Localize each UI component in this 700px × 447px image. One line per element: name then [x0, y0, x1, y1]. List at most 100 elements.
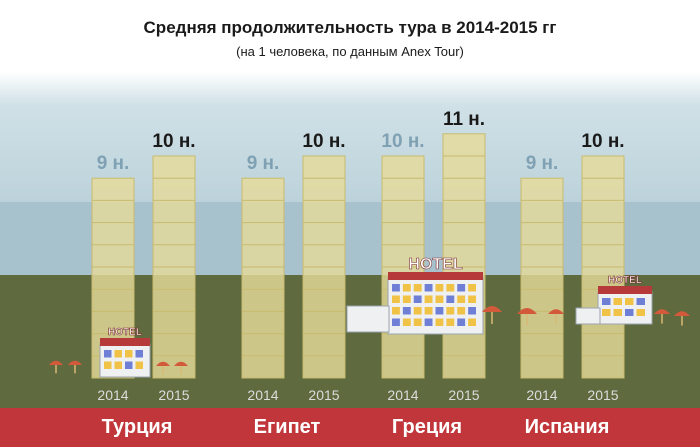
year-label-egypt-2015: 2015: [308, 387, 339, 403]
bar-spain-2014: [520, 177, 564, 379]
umbrella-canopy: [674, 311, 690, 316]
year-label-spain-2015: 2015: [587, 387, 618, 403]
hotel-window: [402, 318, 411, 326]
hotel-window: [625, 298, 634, 305]
value-label-greece-2014: 10 н.: [381, 131, 424, 152]
bar-greece-2014: [381, 155, 425, 379]
hotel-window: [135, 361, 143, 369]
year-label-greece-2015: 2015: [448, 387, 479, 403]
year-label-egypt-2014: 2014: [247, 387, 278, 403]
hotel-window: [392, 307, 400, 315]
hotel-window: [435, 284, 444, 292]
hotel-roof: [100, 338, 150, 346]
hotel-window: [636, 309, 645, 316]
beach-umbrella-4: [482, 306, 502, 324]
beach-umbrella-6: [548, 309, 564, 324]
hotel-building: [99, 343, 151, 378]
hotel-window: [468, 307, 476, 315]
beach-umbrella-2: [156, 361, 170, 375]
umbrella-canopy: [49, 360, 63, 365]
umbrella-canopy: [548, 309, 564, 314]
hotel-window: [424, 307, 433, 315]
hotel-window: [114, 361, 122, 369]
year-label-turkey-2015: 2015: [158, 387, 189, 403]
value-label-turkey-2014: 9 н.: [97, 153, 130, 174]
hotel-window: [435, 295, 444, 303]
value-label-egypt-2014: 9 н.: [247, 153, 280, 174]
hotel-window: [114, 350, 122, 358]
hotel-window: [392, 295, 400, 303]
hotel-window: [402, 284, 411, 292]
bar-spain-2015: [581, 155, 625, 379]
year-label-spain-2014: 2014: [526, 387, 557, 403]
hotel-window: [457, 318, 466, 326]
bar-egypt-2014: [241, 177, 285, 379]
hotel-window: [392, 284, 400, 292]
bar-turkey-2015: [152, 155, 196, 379]
beach-umbrella-3: [174, 361, 188, 375]
hotel-roof: [388, 272, 483, 280]
beach-umbrella-0: [49, 360, 63, 374]
hotel-window: [636, 298, 645, 305]
hotel-window: [602, 298, 611, 305]
beach-umbrella-8: [674, 311, 690, 326]
hotel-sign: HOTEL: [108, 327, 142, 338]
beach-umbrella-1: [68, 360, 82, 374]
chart-subtitle: (на 1 человека, по данным Anex Tour): [236, 44, 464, 59]
umbrella-canopy: [654, 309, 670, 314]
hotel-window: [125, 350, 133, 358]
hotel-wing-greece: [346, 305, 390, 333]
hotel-window: [613, 298, 622, 305]
hotel-building: [597, 291, 653, 325]
category-label-egypt: Египет: [253, 416, 321, 438]
hotel-window: [104, 350, 112, 358]
hotel-window: [413, 318, 422, 326]
chart-title: Средняя продолжительность тура в 2014-20…: [143, 18, 557, 37]
hotel-window: [468, 318, 476, 326]
hotel-window: [424, 318, 433, 326]
hotel-window: [104, 361, 112, 369]
hotel-window: [402, 307, 411, 315]
year-label-turkey-2014: 2014: [97, 387, 128, 403]
category-label-greece: Греция: [391, 416, 463, 438]
hotel-window: [446, 284, 455, 292]
bars-layer: [91, 133, 625, 379]
hotel-window: [413, 307, 422, 315]
hotel-window: [457, 284, 466, 292]
value-label-egypt-2015: 10 н.: [302, 131, 345, 152]
hotel-window: [424, 295, 433, 303]
hotel-window: [602, 309, 611, 316]
decorations-layer: HOTEL HOTEL HOTEL: [49, 256, 690, 378]
hotel-window: [413, 284, 422, 292]
umbrella-canopy: [174, 361, 188, 366]
labels-layer: 9 н. 2014 10 н. 2015 9 н. 2014 10 н. 2015 10 н. 2…: [97, 109, 625, 403]
bar-body: [442, 133, 486, 379]
hotel-window: [435, 307, 444, 315]
hotel-window: [625, 309, 634, 316]
hotel-window: [457, 295, 466, 303]
umbrella-canopy: [156, 361, 170, 366]
umbrella-canopy: [68, 360, 82, 365]
category-label-spain: Испания: [524, 416, 610, 438]
umbrella-canopy: [482, 306, 502, 312]
value-label-turkey-2015: 10 н.: [152, 131, 195, 152]
value-label-spain-2015: 10 н.: [581, 131, 624, 152]
bar-greece-2015: [442, 133, 486, 379]
hotel-window: [135, 350, 143, 358]
bar-egypt-2015: [302, 155, 346, 379]
hotel-window: [413, 295, 422, 303]
hotel-window: [446, 318, 455, 326]
hotel-sign: HOTEL: [408, 256, 462, 273]
hotel-window: [613, 309, 622, 316]
umbrella-canopy: [517, 308, 537, 314]
hotel-window: [446, 307, 455, 315]
hotel-window: [457, 307, 466, 315]
hotel-window: [424, 284, 433, 292]
beach-umbrella-5: [517, 308, 537, 326]
bar-body: [241, 177, 285, 379]
hotel-greece: HOTEL: [387, 256, 484, 335]
year-label-greece-2014: 2014: [387, 387, 418, 403]
hotel-turkey: HOTEL: [99, 327, 151, 378]
